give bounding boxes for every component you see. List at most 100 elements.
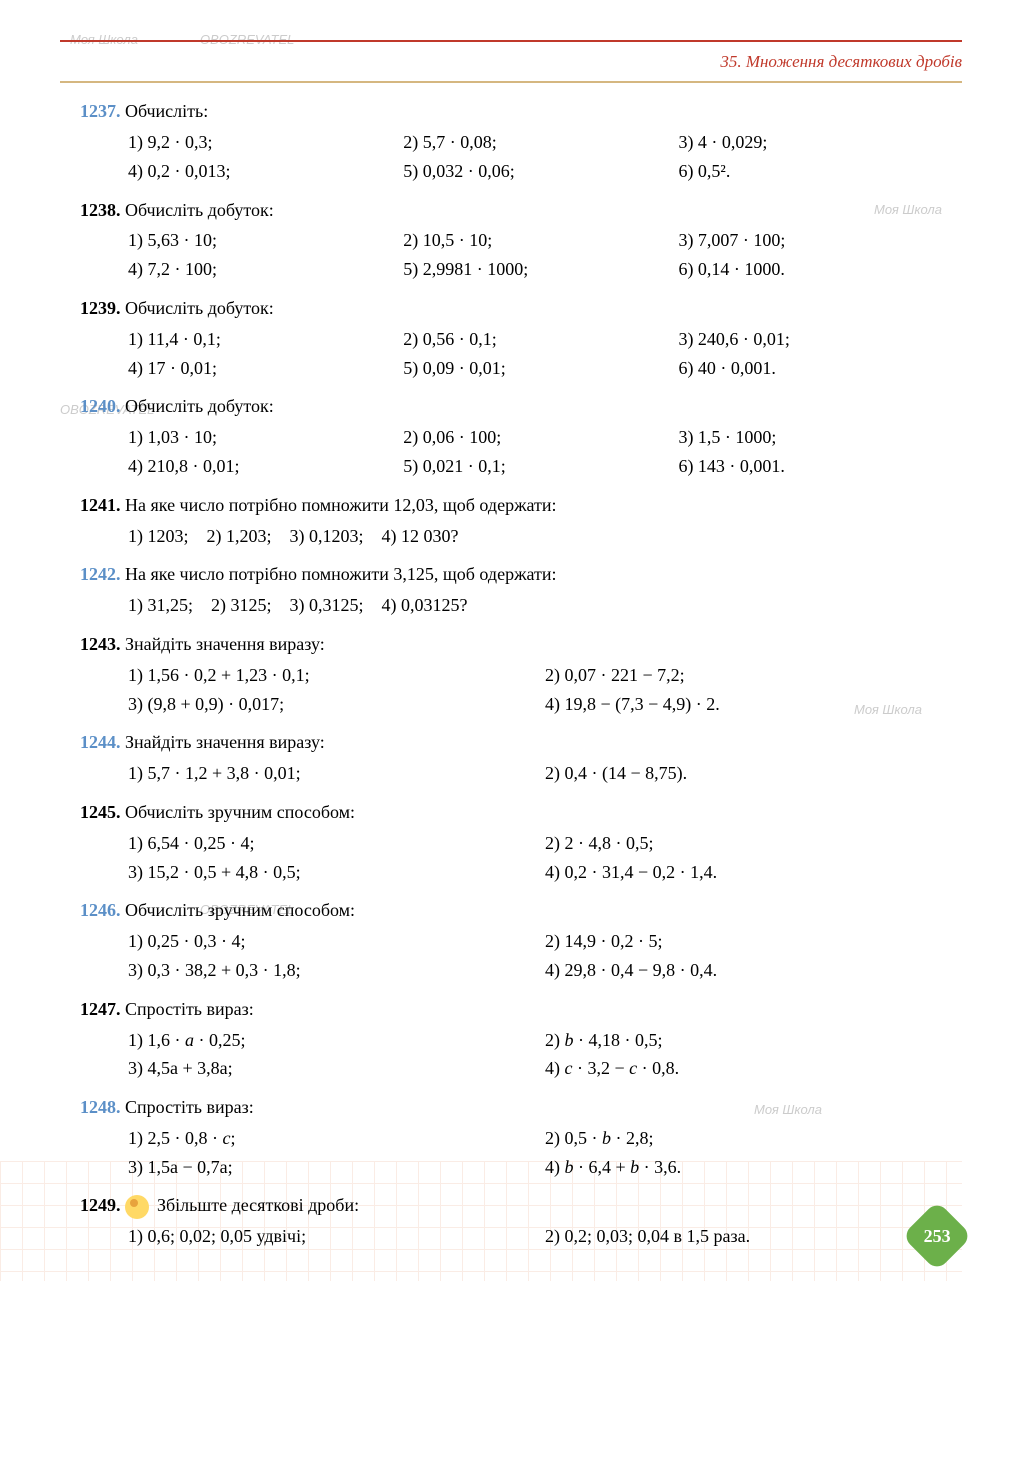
avatar-icon (125, 1195, 149, 1219)
problem-number: 1239. (80, 298, 121, 318)
item: 2) 0,07 · 221 − 7,2; (545, 661, 962, 690)
problem: 1242. На яке число потрібно помножити 3,… (60, 560, 962, 620)
problem-title: Обчисліть добуток: (125, 298, 274, 318)
item: 4) c · 3,2 − c · 0,8. (545, 1054, 962, 1083)
problem-items: 1) 1,6 · a · 0,25;2) b · 4,18 · 0,5;3) 4… (80, 1026, 962, 1084)
item: 5) 0,021 · 0,1; (403, 452, 678, 481)
item: 1) 0,25 · 0,3 · 4; (128, 927, 545, 956)
item: 1) 9,2 · 0,3; (128, 128, 403, 157)
item-row: 1) 6,54 · 0,25 · 4;2) 2 · 4,8 · 0,5; (128, 829, 962, 858)
item: 2) b · 4,18 · 0,5; (545, 1026, 962, 1055)
problem-items: 1) 0,6; 0,02; 0,05 удвічі;2) 0,2; 0,03; … (80, 1222, 962, 1251)
problem-number: 1244. (80, 732, 121, 752)
item-row: 4) 17 · 0,01;5) 0,09 · 0,01;6) 40 · 0,00… (128, 354, 962, 383)
item: 6) 0,14 · 1000. (678, 255, 953, 284)
problem-title: Обчисліть добуток: (125, 396, 274, 416)
problem-title: Обчисліть зручним способом: (125, 900, 355, 920)
item: 1) 5,7 · 1,2 + 3,8 · 0,01; (128, 759, 545, 788)
item: 3) 1,5a − 0,7a; (128, 1153, 545, 1182)
item: 1) 1203; (128, 526, 189, 546)
item: 4) 0,03125? (382, 595, 468, 615)
problem: 1249. Збільште десяткові дроби: 1) 0,6; 0… (60, 1191, 962, 1251)
item-row: 3) 15,2 · 0,5 + 4,8 · 0,5;4) 0,2 · 31,4 … (128, 858, 962, 887)
item: 1) 11,4 · 0,1; (128, 325, 403, 354)
item: 2) 5,7 · 0,08; (403, 128, 678, 157)
item: 1) 0,6; 0,02; 0,05 удвічі; (128, 1222, 545, 1251)
item-row: 3) 1,5a − 0,7a;4) b · 6,4 + b · 3,6. (128, 1153, 962, 1182)
item: 4) 7,2 · 100; (128, 255, 403, 284)
item-row: 4) 210,8 · 0,01;5) 0,021 · 0,1;6) 143 · … (128, 452, 962, 481)
problem-title: Знайдіть значення виразу: (125, 732, 325, 752)
problem: 1244. Знайдіть значення виразу: 1) 5,7 · … (60, 728, 962, 788)
problem: 1241. На яке число потрібно помножити 12… (60, 491, 962, 551)
item: 3) 4 · 0,029; (678, 128, 953, 157)
problem: 1247. Спростіть вираз:1) 1,6 · a · 0,25;… (60, 995, 962, 1083)
item: 4) 29,8 · 0,4 − 9,8 · 0,4. (545, 956, 962, 985)
item: 3) 240,6 · 0,01; (678, 325, 953, 354)
item: 4) 17 · 0,01; (128, 354, 403, 383)
item: 4) 210,8 · 0,01; (128, 452, 403, 481)
item: 3) 0,3125; (290, 595, 364, 615)
item: 4) 12 030? (382, 526, 459, 546)
problem-number: 1246. (80, 900, 121, 920)
item: 2) 3125; (211, 595, 272, 615)
item-row: 1) 5,7 · 1,2 + 3,8 · 0,01;2) 0,4 · (14 −… (128, 759, 962, 788)
item: 2) 10,5 · 10; (403, 226, 678, 255)
item-row: 1) 0,25 · 0,3 · 4;2) 14,9 · 0,2 · 5; (128, 927, 962, 956)
problem-number: 1248. (80, 1097, 121, 1117)
item: 2) 0,4 · (14 − 8,75). (545, 759, 962, 788)
problem: 1240. Обчисліть добуток: 1) 1,03 · 10;2) … (60, 392, 962, 480)
item: 2) 14,9 · 0,2 · 5; (545, 927, 962, 956)
item: 4) 0,2 · 31,4 − 0,2 · 1,4. (545, 858, 962, 887)
problem-items: 1) 9,2 · 0,3;2) 5,7 · 0,08;3) 4 · 0,029;… (80, 128, 962, 186)
item: 1) 31,25; (128, 595, 193, 615)
problem-items: 1) 11,4 · 0,1;2) 0,56 · 0,1;3) 240,6 · 0… (80, 325, 962, 383)
item: 2) 0,5 · b · 2,8; (545, 1124, 962, 1153)
item: 2) 0,56 · 0,1; (403, 325, 678, 354)
item-row: 4) 0,2 · 0,013;5) 0,032 · 0,06;6) 0,5². (128, 157, 962, 186)
item-row: 1) 1,03 · 10;2) 0,06 · 100;3) 1,5 · 1000… (128, 423, 962, 452)
problem-title: Спростіть вираз: (125, 999, 254, 1019)
problem-number: 1249. (80, 1195, 121, 1215)
problem: 1239. Обчисліть добуток: 1) 11,4 · 0,1;2)… (60, 294, 962, 382)
item: 1) 1,03 · 10; (128, 423, 403, 452)
page-content: 35. Множення десяткових дробів 1237. Обч… (60, 40, 962, 1251)
item-row: 1) 9,2 · 0,3;2) 5,7 · 0,08;3) 4 · 0,029; (128, 128, 962, 157)
item: 3) (9,8 + 0,9) · 0,017; (128, 690, 545, 719)
problem: 1237. Обчисліть: 1) 9,2 · 0,3;2) 5,7 · 0,… (60, 97, 962, 185)
item: 5) 0,09 · 0,01; (403, 354, 678, 383)
problem: 1248. Спростіть вираз:1) 2,5 · 0,8 · c;2… (60, 1093, 962, 1181)
item: 2) 0,2; 0,03; 0,04 в 1,5 раза. (545, 1222, 962, 1251)
item: 1) 1,56 · 0,2 + 1,23 · 0,1; (128, 661, 545, 690)
item: 6) 0,5². (678, 157, 953, 186)
item: 3) 4,5a + 3,8a; (128, 1054, 545, 1083)
item: 2) 1,203; (207, 526, 272, 546)
item-row: 1) 31,25; 2) 3125; 3) 0,3125; 4) 0,03125? (128, 595, 485, 615)
problem-number: 1241. (80, 495, 121, 515)
problem: 1238. Обчисліть добуток:1) 5,63 · 10;2) … (60, 196, 962, 284)
item: 5) 0,032 · 0,06; (403, 157, 678, 186)
problem-number: 1238. (80, 200, 121, 220)
problem-items: 1) 1,56 · 0,2 + 1,23 · 0,1;2) 0,07 · 221… (80, 661, 962, 719)
item: 5) 2,9981 · 1000; (403, 255, 678, 284)
problem-title: Обчисліть добуток: (125, 200, 274, 220)
problem-items: 1) 5,7 · 1,2 + 3,8 · 0,01;2) 0,4 · (14 −… (80, 759, 962, 788)
item: 3) 0,1203; (290, 526, 364, 546)
problem-title: Обчисліть: (125, 101, 208, 121)
item-row: 1) 2,5 · 0,8 · c;2) 0,5 · b · 2,8; (128, 1124, 962, 1153)
problem-items: 1) 2,5 · 0,8 · c;2) 0,5 · b · 2,8;3) 1,5… (80, 1124, 962, 1182)
section-title: 35. Множення десяткових дробів (60, 40, 962, 83)
problem-number: 1245. (80, 802, 121, 822)
item-row: 1) 1,56 · 0,2 + 1,23 · 0,1;2) 0,07 · 221… (128, 661, 962, 690)
problem-number: 1240. (80, 396, 121, 416)
item: 2) 0,06 · 100; (403, 423, 678, 452)
problem: 1245. Обчисліть зручним способом:1) 6,54… (60, 798, 962, 886)
problem-title: Збільште десяткові дроби: (157, 1195, 359, 1215)
problem-number: 1237. (80, 101, 121, 121)
item: 6) 40 · 0,001. (678, 354, 953, 383)
item: 1) 6,54 · 0,25 · 4; (128, 829, 545, 858)
item-row: 1) 1,6 · a · 0,25;2) b · 4,18 · 0,5; (128, 1026, 962, 1055)
item-row: 1) 11,4 · 0,1;2) 0,56 · 0,1;3) 240,6 · 0… (128, 325, 962, 354)
item: 6) 143 · 0,001. (678, 452, 953, 481)
item: 3) 0,3 · 38,2 + 0,3 · 1,8; (128, 956, 545, 985)
